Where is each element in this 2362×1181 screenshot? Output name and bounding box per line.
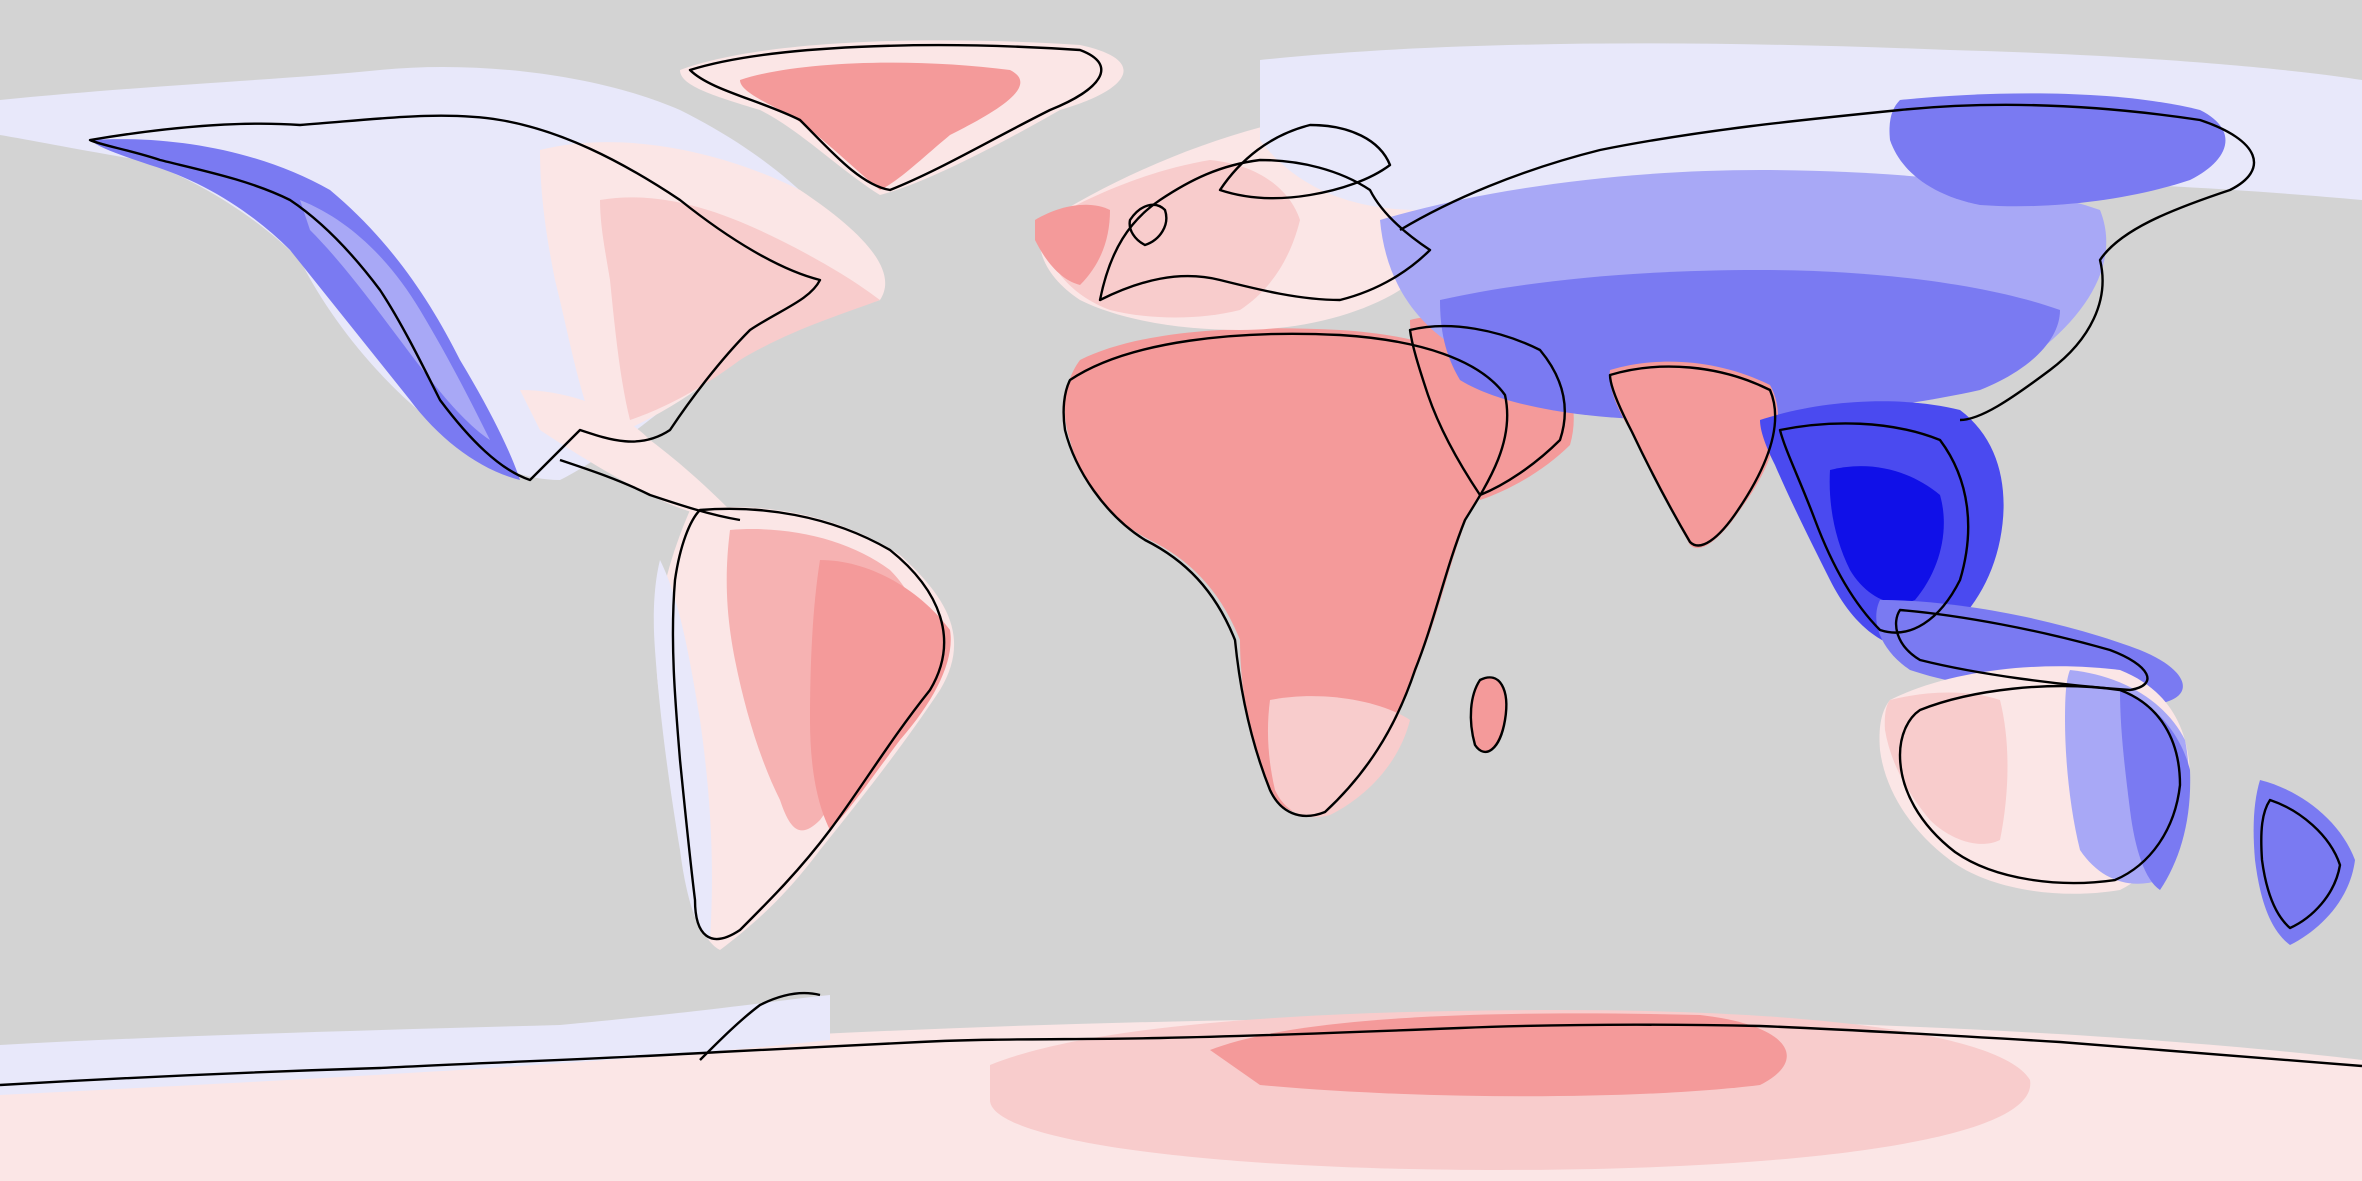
coastline-australia bbox=[1898, 684, 2182, 885]
coastline-madagascar bbox=[1469, 676, 1508, 754]
coastline-africa bbox=[1062, 332, 1509, 817]
coastline-antarctic-peninsula bbox=[699, 991, 821, 1061]
coastline-north-america bbox=[88, 114, 822, 482]
region-india bbox=[1609, 361, 1779, 549]
coastline-central-america bbox=[559, 458, 741, 522]
coastline-greenland bbox=[688, 43, 1103, 192]
coastline-new-zealand bbox=[2260, 798, 2342, 930]
coastline-arabia bbox=[1408, 324, 1566, 497]
region-south-america-west-coast bbox=[653, 560, 712, 940]
region-australia-west bbox=[1884, 692, 2008, 844]
region-new-zealand bbox=[2253, 780, 2355, 945]
region-africa bbox=[1064, 328, 1517, 814]
region-north-america-west bbox=[90, 139, 520, 481]
coastline-southeast-asia bbox=[1778, 422, 1970, 634]
coastline-asia bbox=[1399, 103, 2256, 422]
region-madagascar bbox=[1470, 677, 1507, 752]
coastline-british-isles bbox=[1128, 203, 1168, 247]
region-central-america bbox=[520, 390, 740, 520]
coastline-scandinavia bbox=[1218, 123, 1392, 200]
coastline-outlines bbox=[0, 43, 2362, 1087]
region-siberia-east bbox=[1889, 93, 2226, 207]
coastline-south-america bbox=[671, 507, 946, 941]
region-africa-south bbox=[1267, 696, 1410, 818]
coastline-indonesia bbox=[1894, 608, 2149, 692]
region-iberia-atlantic bbox=[1035, 204, 1110, 285]
region-greenland-core bbox=[740, 62, 1021, 190]
region-north-america-southeast bbox=[600, 197, 880, 420]
region-north-america-west-inner bbox=[300, 200, 490, 440]
region-antarctica-west bbox=[0, 995, 830, 1095]
region-antarctica-east-center bbox=[1210, 1013, 1787, 1097]
region-asia-band bbox=[1440, 270, 2060, 420]
coastline-india bbox=[1608, 365, 1777, 547]
coastline-antarctica bbox=[0, 1023, 2362, 1087]
region-south-america-east bbox=[810, 560, 951, 830]
region-southeast-asia-core bbox=[1829, 466, 1944, 604]
coastline-europe bbox=[1098, 158, 1432, 302]
